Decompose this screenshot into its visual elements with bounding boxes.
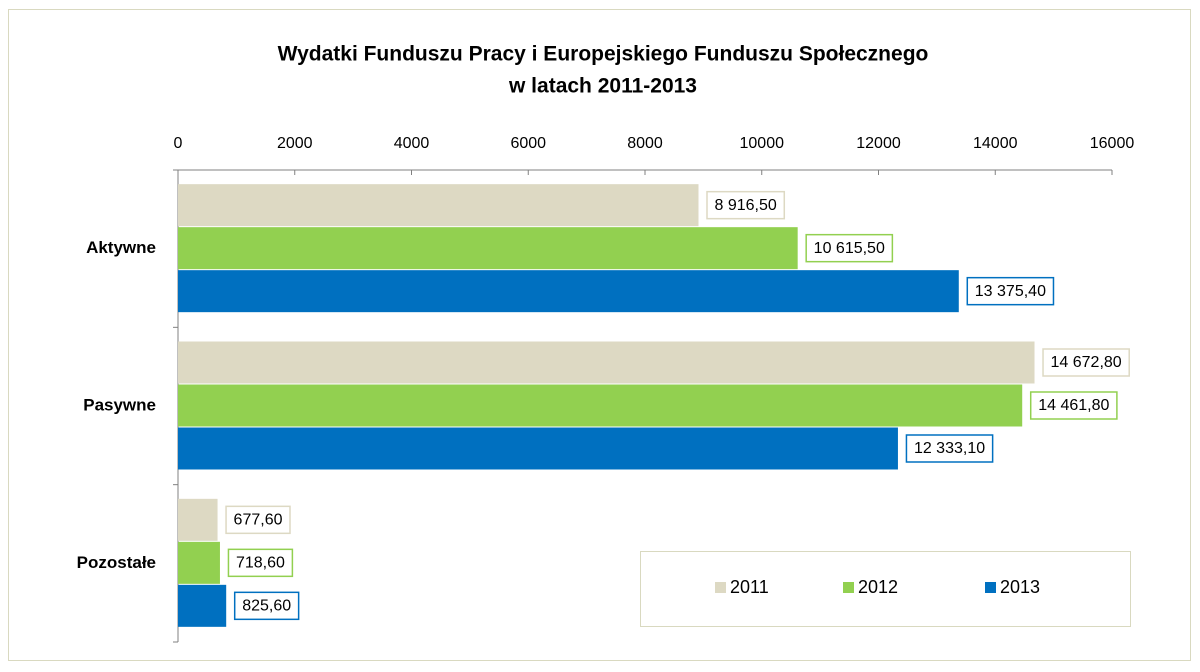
value-label: 677,60	[234, 512, 283, 529]
x-tick-label: 16000	[1090, 135, 1135, 152]
x-tick-label: 2000	[277, 135, 313, 152]
value-label-box	[225, 505, 291, 535]
legend-swatch	[843, 582, 854, 593]
x-tick-label: 10000	[740, 135, 785, 152]
value-label-box	[966, 276, 1055, 306]
bar	[178, 427, 898, 470]
value-label: 12 333,10	[914, 440, 985, 457]
value-label: 718,60	[236, 555, 285, 572]
bar	[178, 184, 699, 227]
value-label: 14 461,80	[1038, 397, 1109, 414]
chart-title: Wydatki Funduszu Pracy i Europejskiego F…	[278, 43, 929, 66]
value-label-box	[805, 233, 894, 263]
value-label-box	[1029, 391, 1118, 420]
value-label: 10 615,50	[814, 240, 885, 257]
value-label-box	[1042, 348, 1130, 377]
y-tick-label: Pasywne	[83, 395, 156, 414]
x-tick-label: 6000	[510, 135, 546, 152]
legend-swatch	[715, 582, 726, 593]
bar	[178, 498, 218, 541]
bar	[178, 341, 1035, 384]
value-label-box	[905, 434, 994, 463]
bar	[178, 541, 220, 584]
bar	[178, 227, 798, 270]
bar	[178, 270, 959, 313]
x-tick-label: 0	[174, 135, 183, 152]
x-tick-label: 12000	[856, 135, 901, 152]
legend-label: 2012	[858, 577, 898, 597]
legend-swatch	[985, 582, 996, 593]
value-label-box	[227, 548, 294, 578]
x-tick-label: 4000	[394, 135, 430, 152]
value-label: 14 672,80	[1051, 354, 1122, 371]
bar	[178, 384, 1023, 427]
chart-title: w latach 2011-2013	[508, 75, 697, 98]
legend-label: 2013	[1000, 577, 1040, 597]
value-label: 8 916,50	[715, 197, 777, 214]
value-label: 13 375,40	[975, 283, 1046, 300]
y-tick-label: Aktywne	[86, 238, 156, 257]
bar	[178, 584, 227, 627]
value-label-box	[706, 190, 786, 220]
value-label: 825,60	[242, 598, 291, 615]
legend-label: 2011	[730, 577, 769, 597]
value-label-box	[233, 591, 300, 621]
x-tick-label: 8000	[627, 135, 663, 152]
y-tick-label: Pozostałe	[77, 553, 156, 572]
x-tick-label: 14000	[973, 135, 1018, 152]
